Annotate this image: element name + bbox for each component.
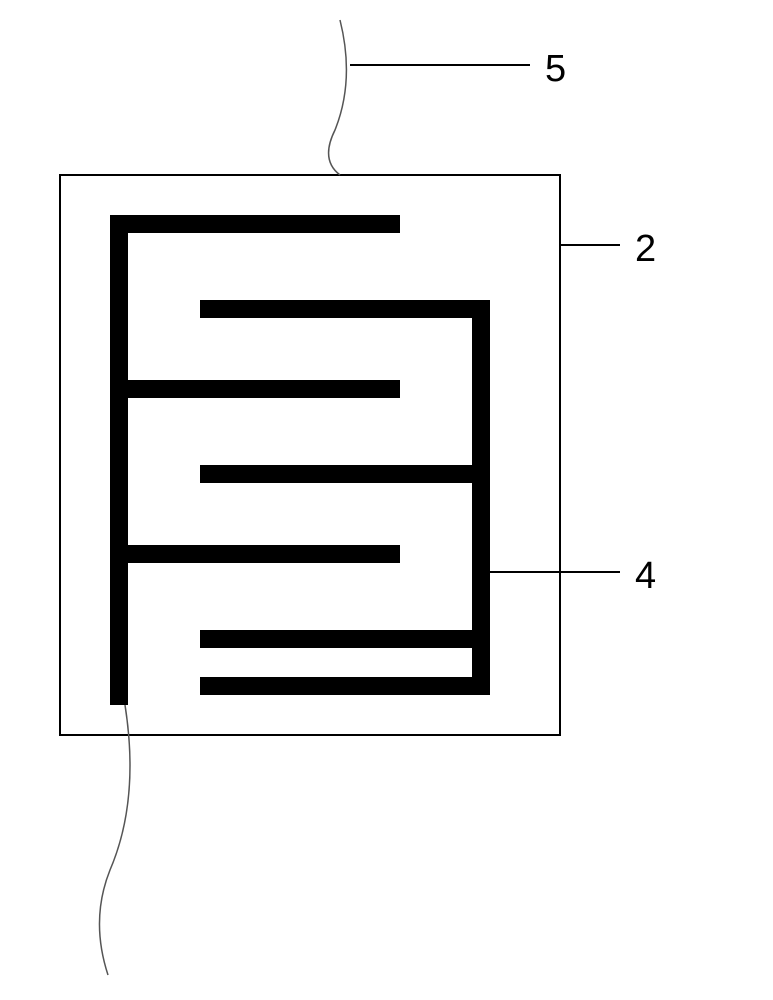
- diagram-canvas: [0, 0, 773, 1000]
- lead-wire-bottom: [99, 705, 130, 975]
- electrode-right: [200, 300, 490, 695]
- label-4: 4: [635, 555, 656, 598]
- label-2: 2: [635, 228, 656, 271]
- lead-wire-top: [329, 20, 347, 175]
- label-5: 5: [545, 48, 566, 91]
